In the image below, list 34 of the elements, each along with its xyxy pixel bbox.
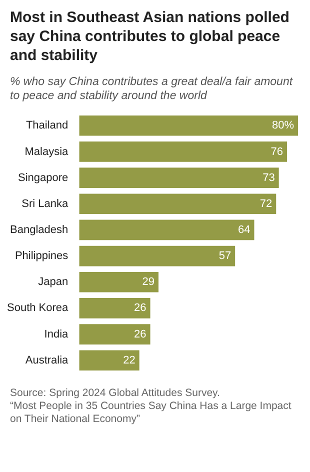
bar	[79, 142, 288, 162]
source-note: Source: Spring 2024 Global Attitudes Survey.	[10, 387, 221, 400]
y-tick-label: Philippines	[14, 250, 69, 262]
bar	[79, 115, 298, 136]
bar	[79, 246, 236, 266]
data-label: 64	[238, 224, 250, 236]
y-tick-label: South Korea	[7, 302, 70, 314]
data-label: 73	[262, 172, 275, 184]
bar	[79, 168, 279, 188]
data-label: 29	[142, 276, 154, 288]
y-tick-label: Malaysia	[24, 146, 70, 158]
data-label: 26	[134, 328, 146, 340]
y-tick-label: India	[44, 328, 70, 340]
data-label: 80%	[272, 120, 294, 132]
data-label: 72	[260, 198, 272, 210]
bar	[79, 194, 276, 214]
chart-subtitle: % who say China contributes a great deal/a fair amount to peace and stability around the world	[9, 75, 294, 103]
y-tick-label: Thailand	[26, 120, 68, 132]
y-tick-label: Singapore	[18, 172, 68, 184]
y-tick-label: Japan	[38, 276, 68, 288]
bar	[79, 298, 150, 318]
data-label: 26	[134, 302, 146, 314]
text: “Most People in 35 Countries Say China Has a Large Impact on Their National Economy”	[10, 400, 292, 426]
bar	[79, 324, 150, 344]
data-label: 57	[218, 250, 232, 262]
bar	[79, 350, 140, 371]
data-label: 76	[270, 146, 284, 158]
chart-title: Most in Southeast Asian nations polled say China contributes to global peace and stability	[9, 8, 290, 65]
bar	[79, 272, 158, 292]
y-tick-label: Bangladesh	[10, 224, 68, 236]
bar	[79, 220, 254, 240]
data-label: 22	[123, 354, 136, 366]
y-tick-label: Australia	[25, 354, 70, 366]
y-tick-label: Sri Lanka	[22, 198, 70, 210]
